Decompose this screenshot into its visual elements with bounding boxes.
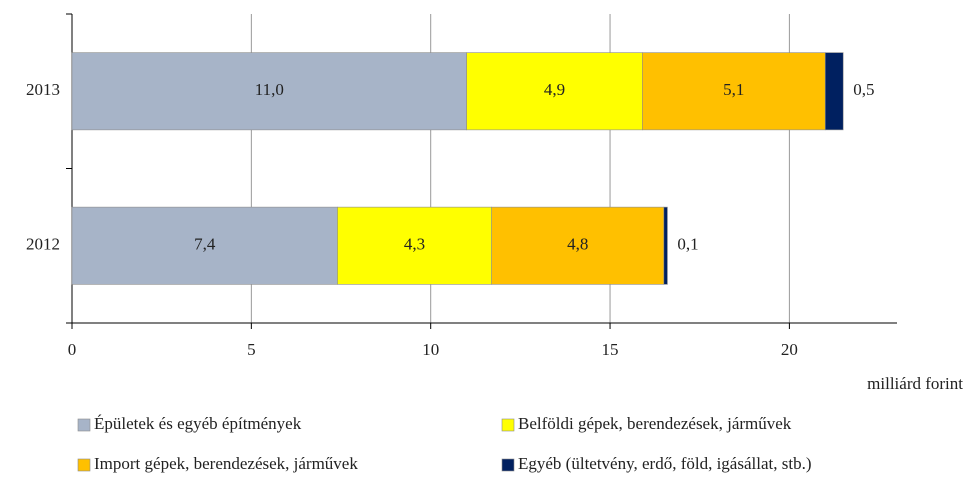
y-tick-label: 2013 <box>26 80 60 99</box>
bar-segment <box>71 52 467 131</box>
x-tick-label: 10 <box>422 340 439 359</box>
data-label: 7,4 <box>194 235 216 254</box>
legend-label: Import gépek, berendezések, járművek <box>94 454 358 473</box>
data-label: 4,9 <box>544 80 565 99</box>
y-tick-label: 2012 <box>26 235 60 254</box>
bar-segment <box>824 52 844 131</box>
legend-label: Egyéb (ültetvény, erdő, föld, igásállat,… <box>518 454 811 473</box>
legend-label: Belföldi gépek, berendezések, járművek <box>518 414 792 433</box>
legend-swatch <box>77 418 91 432</box>
data-label: 11,0 <box>255 80 284 99</box>
x-axis-label: milliárd forint <box>867 374 963 393</box>
legend-label: Épületek és egyéb építmények <box>94 414 302 433</box>
data-label: 0,5 <box>853 80 874 99</box>
bar-segment <box>337 206 492 285</box>
x-tick-label: 20 <box>781 340 798 359</box>
data-label: 4,3 <box>404 235 425 254</box>
legend-swatch <box>501 458 515 472</box>
data-label: 5,1 <box>723 80 744 99</box>
bar-segment <box>491 206 665 285</box>
x-tick-label: 5 <box>247 340 256 359</box>
bar-segment <box>642 52 826 131</box>
legend-swatch <box>77 458 91 472</box>
x-tick-label: 0 <box>68 340 77 359</box>
data-label: 4,8 <box>567 235 588 254</box>
bar-segment <box>663 206 668 285</box>
legend-swatch <box>501 418 515 432</box>
x-tick-label: 15 <box>602 340 619 359</box>
data-label: 0,1 <box>677 235 698 254</box>
